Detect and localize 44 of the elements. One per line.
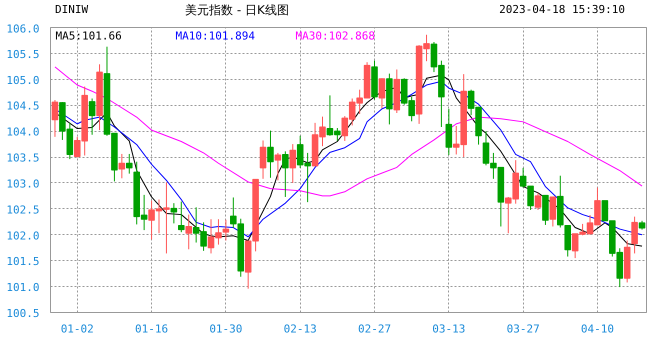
candlestick [118,153,126,179]
candlestick [88,98,96,136]
y-tick-label: 105.0 [6,74,40,87]
x-tick-label: 01-02 [60,322,94,336]
text: MA5:101.66 [56,30,122,42]
text: MA30:102.868 [296,30,375,42]
y-tick-label: 103.0 [6,177,40,190]
y-tick-label: 105.5 [6,48,40,61]
y-tick-label: 106.0 [6,22,40,36]
y-tick-label: 104.0 [6,126,40,139]
x-tick-label: 01-16 [135,322,168,336]
candlestick [52,100,58,138]
y-tick-label: 100.5 [6,307,40,320]
x-tick-label: 02-13 [284,322,317,336]
y-tick-label: 102.5 [6,203,40,216]
candlestick [267,130,274,178]
x-tick-label: 03-13 [432,322,466,336]
candlestick [446,108,452,156]
line-series [54,66,643,196]
candlestick [274,152,282,181]
x-tick-label: 01-30 [209,322,242,336]
candlestick [378,78,386,109]
y-tick-label: 102.0 [6,229,40,242]
candlestick [178,201,185,233]
x-tick-label: 04-10 [580,322,614,336]
candlestick [126,153,133,174]
candlestick [631,216,638,254]
candlestick [282,150,289,198]
y-tick-label: 103.5 [6,152,40,165]
chart-title: 美元指数 - 日K线图 [185,2,289,19]
candlestick [170,202,178,224]
text: MA10:101.894 [176,30,256,42]
x-tick-label: 02-27 [358,322,392,336]
y-tick-label: 104.5 [6,100,40,113]
candlestick [260,140,266,180]
candlestick [550,196,556,227]
candlestick [289,144,296,184]
x-tick-label: 03-27 [506,322,540,336]
text: 2023-04-18 15:39:10 [499,2,625,18]
chart-subtitle: DINIW [55,2,88,18]
y-tick-label: 101.5 [6,255,40,268]
candlestick [534,192,542,210]
candlestick [185,214,192,250]
y-tick-label: 101.0 [6,281,40,294]
